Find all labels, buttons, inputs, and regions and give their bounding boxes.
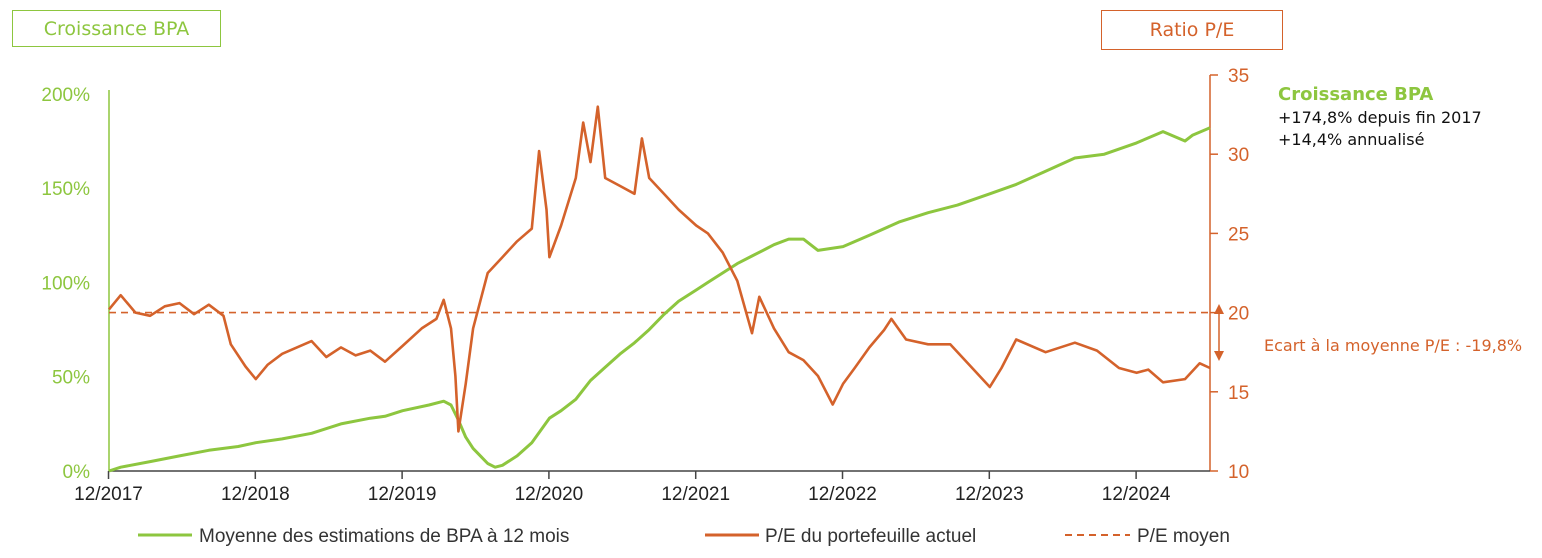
x-tick-label: 12/2019 <box>368 484 437 505</box>
x-axis-ticks: 12/2017 12/2018 12/2019 12/2020 12/2021 12/20… <box>74 471 1171 505</box>
left-tick-label: 200% <box>41 85 90 106</box>
growth-annotation-title: Croissance BPA <box>1278 84 1434 105</box>
legend: Moyenne des estimations de BPA à 12 mois… <box>138 526 1230 547</box>
growth-annotation-since: +174,8% depuis fin 2017 <box>1278 108 1482 127</box>
bpa-line <box>108 126 1211 473</box>
left-tick-label: 50% <box>52 368 90 389</box>
right-tick-label: 25 <box>1228 224 1249 245</box>
pe-line <box>107 105 1211 433</box>
left-tick-label: 0% <box>63 462 91 483</box>
x-tick-label: 12/2020 <box>515 484 584 505</box>
left-axis-title-box: Croissance BPA <box>12 10 221 47</box>
right-tick-label: 20 <box>1228 304 1249 325</box>
right-tick-label: 35 <box>1228 66 1249 87</box>
right-tick-label: 15 <box>1228 383 1249 404</box>
right-tick-label: 30 <box>1228 145 1249 166</box>
growth-annotation: Croissance BPA +174,8% depuis fin 2017 +… <box>1278 84 1482 149</box>
x-tick-label: 12/2017 <box>74 484 143 505</box>
x-tick-label: 12/2018 <box>221 484 290 505</box>
left-tick-label: 100% <box>41 273 90 294</box>
legend-label-pe-mean: P/E moyen <box>1137 526 1230 547</box>
legend-label-pe: P/E du portefeuille actuel <box>765 526 976 547</box>
x-tick-label: 12/2023 <box>955 484 1024 505</box>
x-tick-label: 12/2024 <box>1102 484 1171 505</box>
growth-annotation-annualized: +14,4% annualisé <box>1278 130 1425 149</box>
left-tick-label: 150% <box>41 179 90 200</box>
gap-arrow <box>1214 304 1224 361</box>
series-layer <box>107 105 1211 473</box>
x-tick-label: 12/2021 <box>661 484 730 505</box>
legend-label-bpa: Moyenne des estimations de BPA à 12 mois <box>199 526 569 547</box>
right-tick-label: 10 <box>1228 462 1249 483</box>
right-axis-ticks: 10 15 20 25 30 35 <box>1210 66 1249 483</box>
left-axis-ticks: 0% 50% 100% 150% 200% <box>41 85 90 483</box>
right-axis-title-box: Ratio P/E <box>1101 10 1283 50</box>
x-tick-label: 12/2022 <box>808 484 877 505</box>
pe-gap-label: Ecart à la moyenne P/E : -19,8% <box>1264 336 1523 355</box>
